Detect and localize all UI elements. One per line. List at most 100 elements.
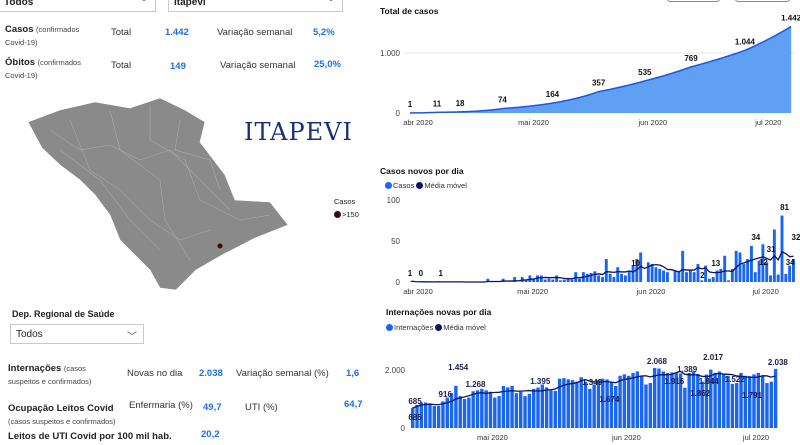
bar: [609, 381, 614, 428]
data-label: 1.442: [781, 15, 800, 22]
bar: [436, 405, 441, 428]
data-label: 1.395: [530, 377, 551, 386]
data-label: 1: [408, 269, 413, 278]
casos-legend: Casos Média móvel: [385, 181, 467, 190]
bar: [458, 396, 462, 428]
bar: [696, 263, 700, 282]
bar: [608, 273, 612, 282]
state-map[interactable]: [0, 90, 300, 300]
bar: [722, 374, 726, 428]
bar: [623, 275, 627, 282]
bar: [519, 391, 523, 428]
bar: [555, 275, 559, 282]
internacoes-label: Internações (casos suspeitos e confirmado…: [8, 363, 92, 386]
leitos-label: Leitos de UTI Covid por 100 mil hab.: [8, 431, 172, 442]
ocupacao-label: Ocupação Leitos Covid (casos suspeitos e …: [8, 403, 116, 426]
filter-dropdown[interactable]: Todos ﹀: [0, 0, 156, 12]
itapevi-marker[interactable]: [217, 243, 223, 249]
data-label: 1.674: [599, 395, 620, 404]
bar: [717, 371, 722, 428]
area-fill: [410, 26, 792, 114]
data-label: 685: [408, 413, 422, 422]
x-tick-label: abr 2020: [403, 287, 433, 296]
y-tick-label: 0: [396, 109, 401, 118]
bar: [553, 390, 557, 428]
bar: [648, 383, 653, 428]
casos-var-value: 5,2%: [313, 27, 335, 38]
data-label: 1.389: [677, 365, 698, 374]
bar: [687, 372, 691, 428]
bar: [673, 270, 677, 282]
bar: [670, 372, 674, 428]
bar: [441, 401, 445, 428]
toolbar-button[interactable]: [667, 0, 720, 2]
bar: [650, 263, 654, 282]
bar: [662, 270, 666, 282]
bar: [549, 390, 553, 428]
bar: [752, 374, 756, 428]
bar: [501, 278, 505, 282]
series-line: [409, 25, 792, 114]
data-label: 74: [498, 96, 507, 105]
chart-title-casos-novos: Casos novos por dia: [380, 166, 464, 176]
bar: [493, 397, 497, 428]
leitos-value: 20,2: [201, 429, 220, 440]
bar: [454, 385, 458, 428]
bar: [488, 391, 493, 428]
data-label: 685: [408, 397, 422, 406]
drs-dropdown[interactable]: Todos ﹀: [10, 324, 144, 344]
bar: [713, 372, 717, 428]
bar: [631, 265, 635, 282]
bar: [757, 260, 761, 282]
bar: [723, 255, 727, 282]
data-label: 0: [419, 269, 424, 278]
data-label: 1.349: [582, 378, 603, 387]
bar: [562, 279, 566, 282]
data-label: 2.017: [703, 353, 724, 362]
bar: [575, 381, 579, 428]
bar: [536, 275, 539, 282]
data-label: 1.862: [690, 389, 711, 398]
bar: [726, 375, 730, 428]
bar: [780, 215, 784, 282]
bar: [631, 372, 635, 428]
ocupacao-uti-value: 64,7: [344, 399, 363, 410]
bar: [539, 275, 543, 282]
bar: [709, 369, 713, 428]
x-tick-label: abr 2020: [403, 118, 433, 127]
bar: [620, 273, 624, 282]
bar: [566, 277, 570, 282]
bar: [592, 384, 596, 428]
bar: [661, 371, 665, 428]
bar: [646, 262, 650, 282]
bar: [480, 388, 484, 428]
data-label: 10: [631, 259, 640, 268]
chevron-down-icon: ﹀: [127, 332, 137, 343]
municipio-dropdown[interactable]: Itapevi ﹀: [168, 0, 343, 12]
legend-dot-icon: [334, 211, 341, 218]
bar: [558, 280, 562, 282]
map-title: ITAPEVI: [244, 118, 353, 146]
bar: [776, 274, 780, 282]
bar: [566, 379, 570, 428]
data-label: 11: [433, 99, 442, 108]
x-tick-label: jul 2020: [742, 433, 769, 442]
bar: [532, 278, 536, 282]
bar: [715, 270, 719, 282]
bar: [700, 381, 704, 428]
bar: [734, 250, 738, 282]
bar: [769, 275, 772, 282]
bar: [738, 252, 742, 282]
bar: [445, 397, 449, 428]
bar: [588, 388, 592, 428]
bar: [665, 272, 669, 282]
internacoes-novas-label: Novas no dia: [127, 368, 183, 379]
bar: [773, 368, 778, 428]
toolbar-button[interactable]: [735, 0, 790, 2]
bar: [639, 252, 643, 282]
bar: [601, 277, 604, 282]
legend-dot-icon: [435, 324, 443, 331]
bar: [579, 377, 583, 428]
bar: [551, 279, 555, 282]
bar: [761, 244, 765, 282]
